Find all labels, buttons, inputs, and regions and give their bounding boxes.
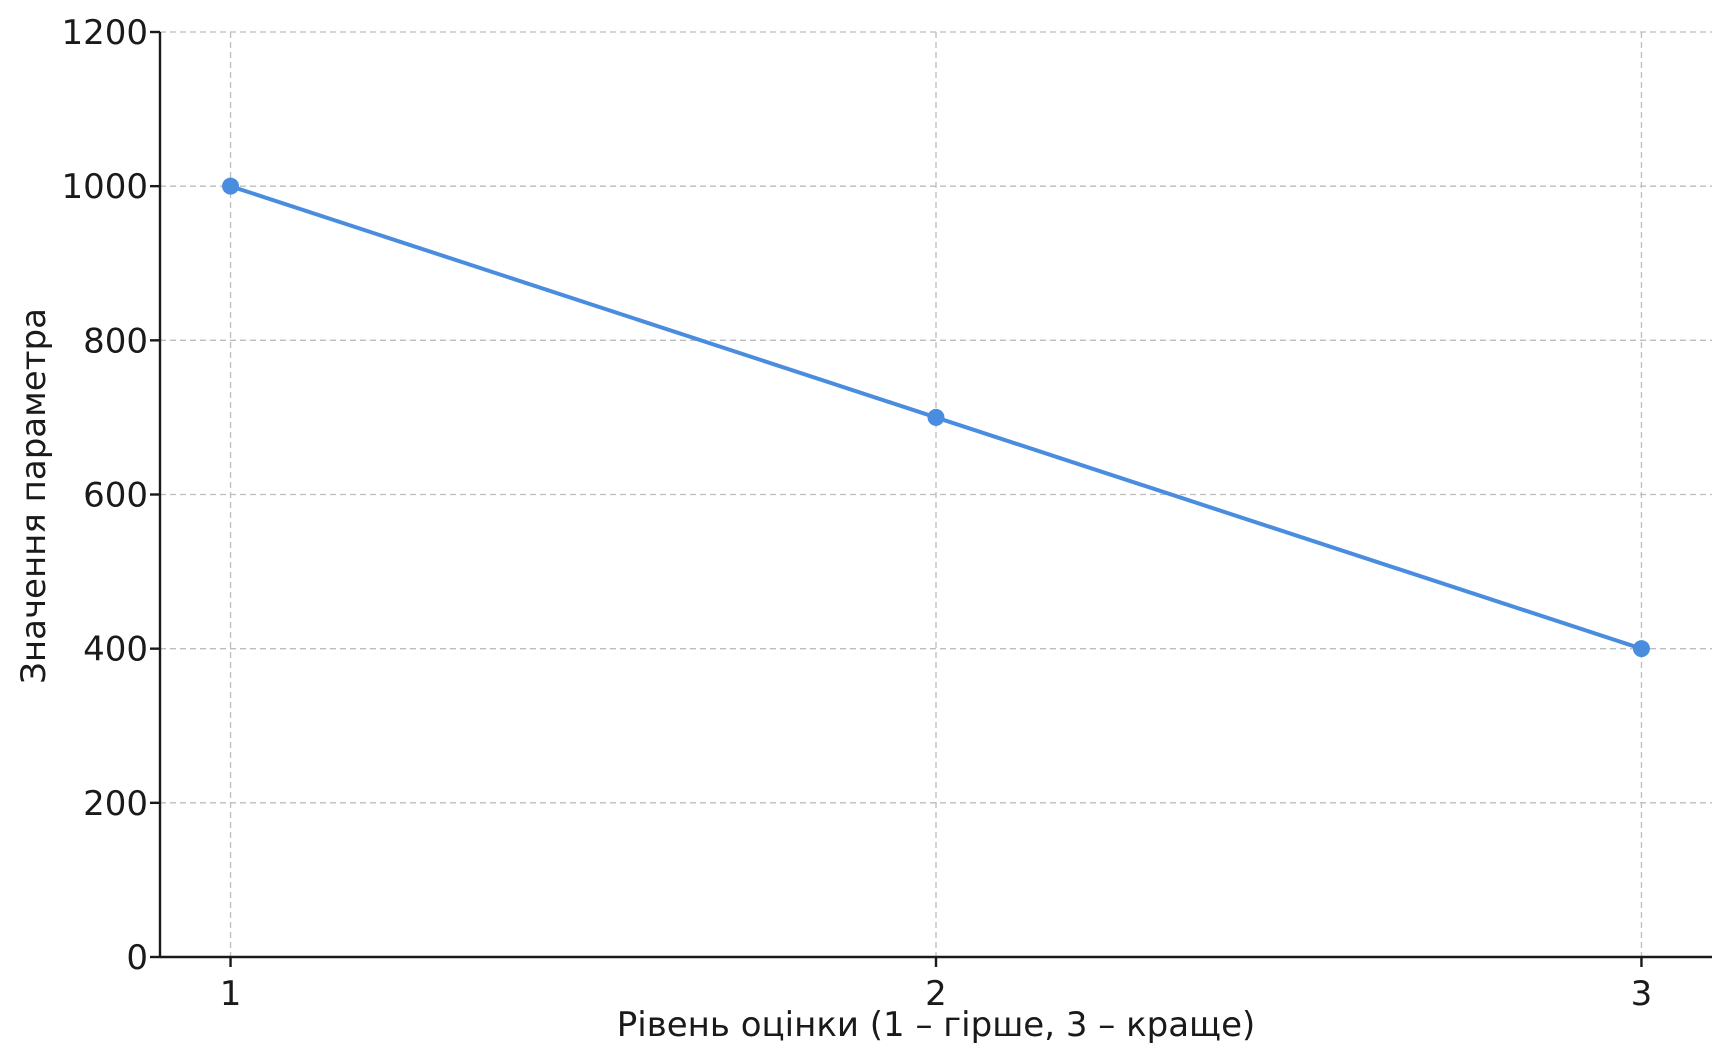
x-tick-label: 1 bbox=[220, 974, 242, 1014]
y-tick-label: 1000 bbox=[61, 167, 148, 207]
y-tick-label: 200 bbox=[83, 784, 148, 824]
axes bbox=[150, 30, 1712, 967]
data-point bbox=[1632, 640, 1650, 658]
y-tick-label: 600 bbox=[83, 476, 148, 516]
x-axis-label: Рівень оцінки (1 – гірше, 3 – краще) bbox=[617, 1005, 1256, 1045]
series bbox=[222, 177, 1650, 658]
x-tick-label: 3 bbox=[1631, 974, 1653, 1014]
y-axis-label: Значення параметра bbox=[14, 308, 54, 684]
y-tick-label: 1200 bbox=[61, 13, 148, 53]
y-tick-label: 0 bbox=[126, 938, 148, 978]
tick-labels: 0 200 400 600 800 1000 1200 1 2 3 bbox=[61, 13, 1652, 1014]
data-point bbox=[927, 408, 945, 426]
grid bbox=[160, 31, 1712, 958]
y-tick-label: 800 bbox=[83, 321, 148, 361]
y-tick-label: 400 bbox=[83, 630, 148, 670]
data-point bbox=[222, 177, 240, 195]
x-tick-label: 2 bbox=[925, 974, 947, 1014]
